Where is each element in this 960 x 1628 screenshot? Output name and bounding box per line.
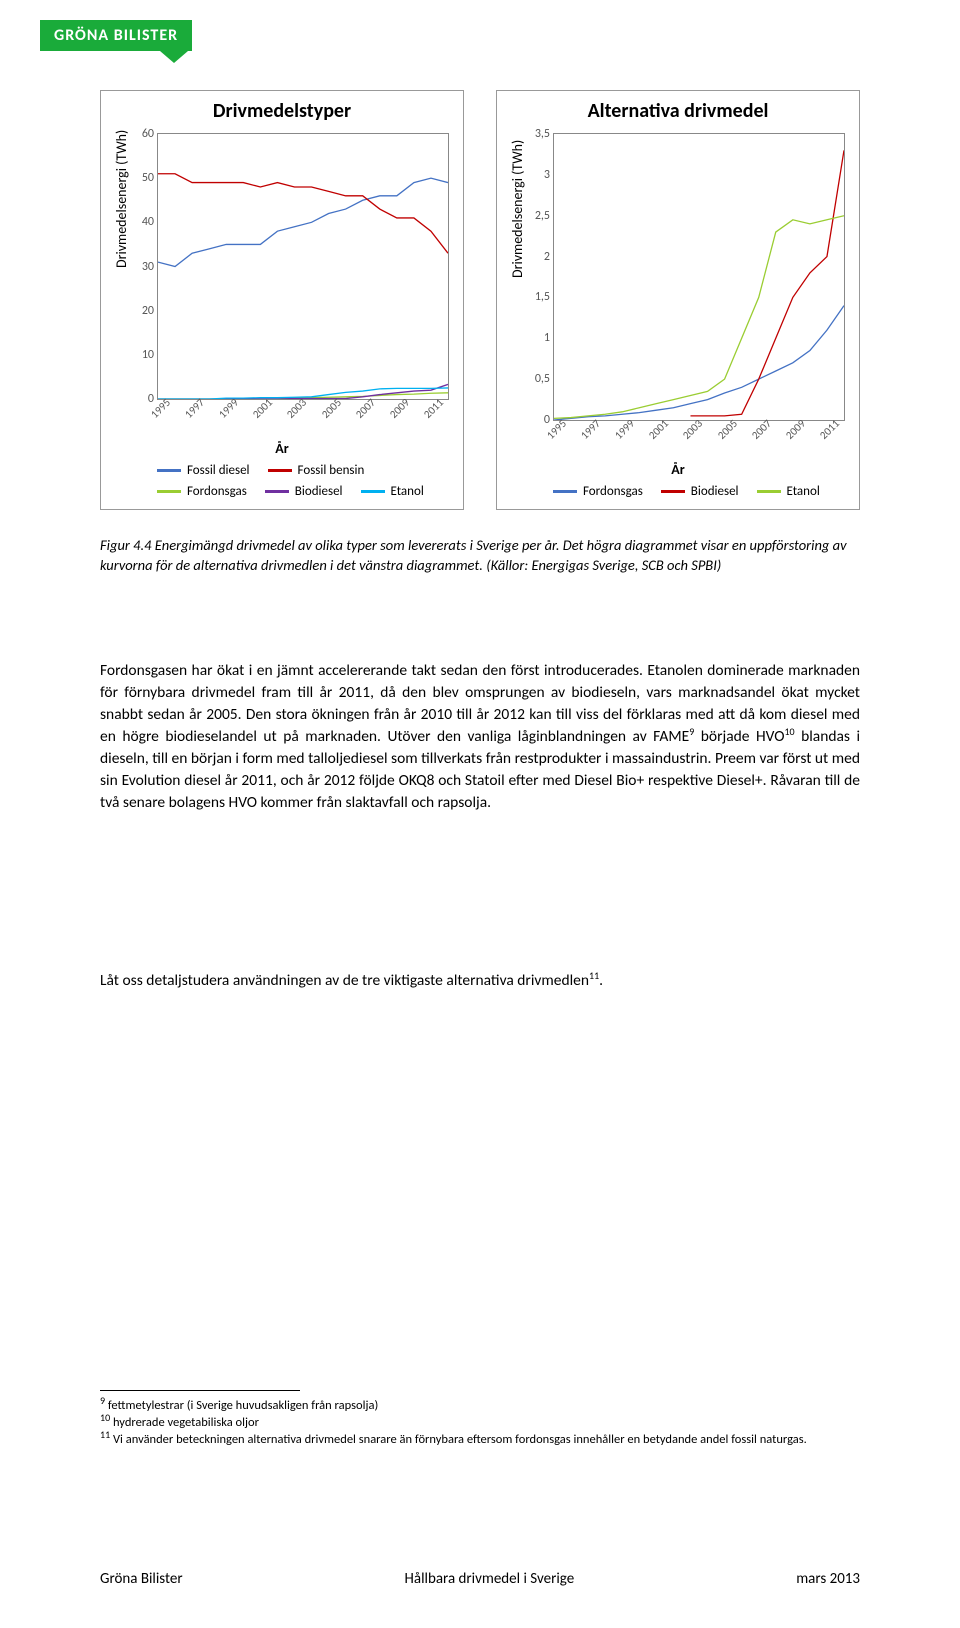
- xtick-label: 1999: [612, 417, 637, 442]
- footnotes: 9 fettmetylestrar (i Sverige huvudsaklig…: [100, 1398, 860, 1449]
- ytick-label: 50: [142, 171, 154, 185]
- ytick-label: 30: [142, 260, 154, 274]
- chart1-plot: Drivmedelsenergi (TWh) 01020304050601995…: [157, 129, 453, 434]
- ytick-label: 3,5: [535, 127, 550, 141]
- legend-label: Biodiesel: [691, 484, 739, 499]
- logo: GRÖNA BILISTER: [40, 20, 240, 74]
- xtick-label: 2011: [421, 396, 446, 421]
- legend-item: Etanol: [757, 484, 820, 499]
- chart2-box: 00,511,522,533,5199519971999200120032005…: [553, 133, 845, 421]
- series-line: [690, 150, 844, 416]
- xtick-label: 2005: [715, 417, 740, 442]
- legend-swatch: [553, 490, 577, 493]
- ytick-label: 20: [142, 304, 154, 318]
- footnote-text: Vi använder beteckningen alternativa dri…: [110, 1432, 807, 1447]
- xtick-label: 2007: [749, 417, 774, 442]
- legend-swatch: [268, 469, 292, 472]
- chart1-ylabel: Drivmedelsenergi (TWh): [113, 129, 130, 267]
- footnote-separator: [100, 1390, 300, 1391]
- charts-row: Drivmedelstyper Drivmedelsenergi (TWh) 0…: [100, 90, 860, 510]
- footer-center: Hållbara drivmedel i Sverige: [405, 1570, 575, 1588]
- ytick-label: 0,5: [535, 372, 550, 386]
- footer-right: mars 2013: [796, 1570, 860, 1588]
- chart1-legend: Fossil diesel Fossil bensin Fordonsgas Biod…: [157, 463, 453, 499]
- chart1-box: 0102030405060199519971999200120032005200…: [157, 133, 449, 400]
- legend-label: Fossil bensin: [298, 463, 365, 478]
- footnote-number: 10: [100, 1411, 110, 1424]
- legend-label: Fordonsgas: [187, 484, 247, 499]
- legend-label: Etanol: [787, 484, 820, 499]
- xtick-label: 2009: [387, 396, 412, 421]
- ytick-label: 60: [142, 127, 154, 141]
- legend-swatch: [265, 490, 289, 493]
- chart-left: Drivmedelstyper Drivmedelsenergi (TWh) 0…: [100, 90, 464, 510]
- legend-label: Fordonsgas: [583, 484, 643, 499]
- xtick-label: 2003: [681, 417, 706, 442]
- legend-swatch: [661, 490, 685, 493]
- chart-right: Alternativa drivmedel Drivmedelsenergi (…: [496, 90, 860, 510]
- legend-item: Biodiesel: [661, 484, 739, 499]
- legend-item: Biodiesel: [265, 484, 343, 499]
- xtick-label: 2005: [319, 396, 344, 421]
- xtick-label: 2001: [250, 396, 275, 421]
- xtick-label: 2011: [817, 417, 842, 442]
- body-paragraph-1: Fordonsgasen har ökat i en jämnt acceler…: [100, 660, 860, 814]
- ytick-label: 3: [544, 168, 550, 182]
- xtick-label: 2003: [285, 396, 310, 421]
- legend-item: Etanol: [361, 484, 424, 499]
- footnote: 10 hydrerade vegetabiliska oljor: [100, 1415, 860, 1432]
- body1-mid: började HVO: [694, 727, 784, 746]
- page-footer: Gröna Bilister Hållbara drivmedel i Sver…: [100, 1570, 860, 1588]
- body-paragraph-2: Låt oss detaljstudera användningen av de…: [100, 970, 860, 992]
- footnote: 11 Vi använder beteckningen alternativa …: [100, 1432, 860, 1449]
- sup-11: 11: [589, 969, 599, 982]
- footnote-text: fettmetylestrar (i Sverige huvudsakligen…: [105, 1398, 378, 1413]
- footnote: 9 fettmetylestrar (i Sverige huvudsaklig…: [100, 1398, 860, 1415]
- sup-10: 10: [784, 725, 794, 738]
- series-line: [554, 216, 844, 419]
- legend-item: Fossil bensin: [268, 463, 365, 478]
- legend-item: Fossil diesel: [157, 463, 250, 478]
- ytick-label: 2,5: [535, 209, 550, 223]
- legend-swatch: [757, 490, 781, 493]
- ytick-label: 1,5: [535, 290, 550, 304]
- legend-swatch: [361, 490, 385, 493]
- ytick-label: 10: [142, 348, 154, 362]
- ytick-label: 1: [544, 331, 550, 345]
- xtick-label: 2007: [353, 396, 378, 421]
- footnote-number: 11: [100, 1428, 110, 1441]
- ytick-label: 2: [544, 250, 550, 264]
- footer-left: Gröna Bilister: [100, 1570, 183, 1588]
- chart2-title: Alternativa drivmedel: [507, 99, 849, 123]
- logo-tail-icon: [160, 51, 188, 63]
- series-line: [158, 174, 448, 254]
- body2-text: Låt oss detaljstudera användningen av de…: [100, 971, 589, 990]
- ytick-label: 0: [544, 413, 550, 427]
- legend-label: Fossil diesel: [187, 463, 250, 478]
- legend-label: Etanol: [391, 484, 424, 499]
- series-line: [554, 306, 844, 420]
- xtick-label: 1997: [182, 396, 207, 421]
- figure-caption: Figur 4.4 Energimängd drivmedel av olika…: [100, 536, 860, 575]
- chart2-ylabel: Drivmedelsenergi (TWh): [509, 140, 526, 278]
- logo-text: GRÖNA BILISTER: [40, 20, 192, 51]
- chart1-xlabel: År: [111, 440, 453, 457]
- ytick-label: 40: [142, 215, 154, 229]
- legend-swatch: [157, 469, 181, 472]
- xtick-label: 2009: [783, 417, 808, 442]
- chart1-title: Drivmedelstyper: [111, 99, 453, 123]
- legend-item: Fordonsgas: [553, 484, 643, 499]
- footnote-text: hydrerade vegetabiliska oljor: [110, 1415, 259, 1430]
- legend-swatch: [157, 490, 181, 493]
- series-line: [158, 178, 448, 266]
- legend-item: Fordonsgas: [157, 484, 247, 499]
- xtick-label: 2001: [646, 417, 671, 442]
- xtick-label: 1997: [578, 417, 603, 442]
- chart2-plot: Drivmedelsenergi (TWh) 00,511,522,533,51…: [553, 129, 849, 455]
- xtick-label: 1999: [216, 396, 241, 421]
- ytick-label: 0: [148, 392, 154, 406]
- legend-label: Biodiesel: [295, 484, 343, 499]
- chart2-xlabel: År: [507, 461, 849, 478]
- chart2-legend: Fordonsgas Biodiesel Etanol: [553, 484, 849, 499]
